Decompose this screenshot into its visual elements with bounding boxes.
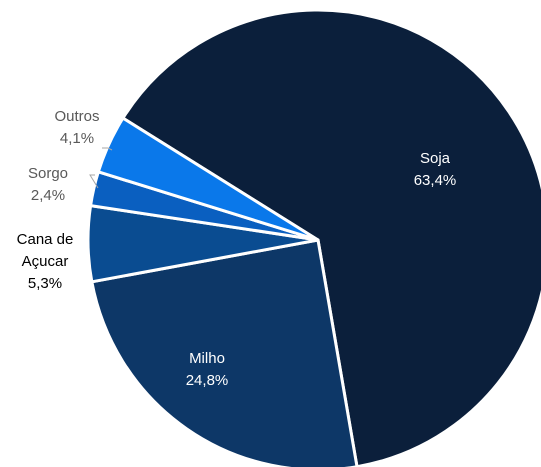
slice-label: Outros 4,1% <box>47 106 107 150</box>
pie-slice <box>121 8 541 467</box>
value-label: 5,3% <box>27 275 63 292</box>
pie-slice <box>90 238 359 467</box>
slice-label: Cana de Açucar 5,3% <box>5 229 85 295</box>
value-label: 24,8% <box>185 372 229 389</box>
slice-label: Soja 63,4% <box>395 148 475 192</box>
slice-label: Sorgo 2,4% <box>18 163 78 207</box>
category-label: Outros <box>54 108 100 125</box>
category-label: Milho <box>189 350 225 367</box>
category-label: Cana de Açucar <box>16 231 74 270</box>
leader-line <box>102 147 113 151</box>
value-label: 2,4% <box>30 187 66 204</box>
category-label: Sorgo <box>27 165 69 182</box>
pie-slice <box>96 116 320 242</box>
leader-line <box>89 174 99 189</box>
slice-label: Milho 24,8% <box>167 348 247 392</box>
category-label: Soja <box>419 150 451 167</box>
value-label: 4,1% <box>59 130 95 147</box>
value-label: 63,4% <box>413 172 457 189</box>
